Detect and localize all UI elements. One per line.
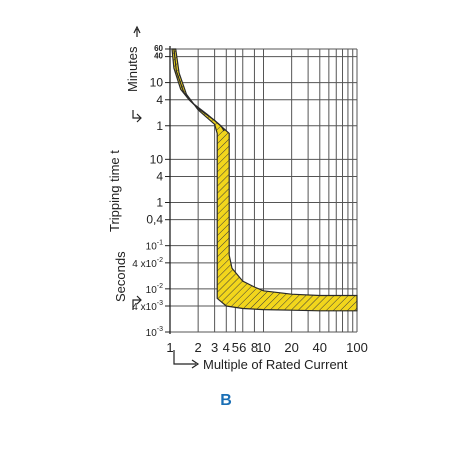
x-tick-label: 100: [346, 340, 368, 355]
x-tick-label: 10: [256, 340, 270, 355]
x-tick-label: 3: [211, 340, 218, 355]
x-tick-label: 1: [166, 340, 173, 355]
y-tick-label: 1: [156, 196, 163, 210]
characteristic-curve: [173, 48, 225, 132]
y-tick-label: 10-3: [146, 326, 163, 339]
x-axis-title: Multiple of Rated Current: [203, 357, 348, 372]
seconds-label: Seconds: [113, 251, 128, 302]
axis-labels: Multiple of Rated Current Minutes Trippi…: [107, 46, 348, 372]
x-axis-arrow: [173, 350, 200, 369]
x-tick-label: 20: [284, 340, 298, 355]
y-tick-label: 4: [156, 93, 163, 107]
figure-label: B: [220, 392, 232, 409]
tripping-band: [171, 48, 358, 312]
x-tick-label: 40: [313, 340, 327, 355]
grid: [169, 48, 358, 333]
y-tick-label: 10: [150, 152, 164, 166]
y-tick-label: 10-1: [146, 240, 163, 253]
y-tick-label: 10-2: [146, 283, 163, 296]
x-tick-label: 2: [195, 340, 202, 355]
minutes-label: Minutes: [125, 46, 140, 92]
minutes-bracket: [132, 110, 142, 123]
y-tick-label: 1: [156, 119, 163, 133]
x-tick-label: 4: [223, 340, 230, 355]
x-tick-label: 5: [232, 340, 239, 355]
y-tick-label: 40: [154, 52, 163, 61]
y-tick-label: 10: [150, 76, 164, 90]
minutes-arrow: [133, 25, 141, 37]
seconds-bracket: [132, 295, 142, 310]
y-tick-label: 60: [154, 44, 163, 53]
x-tick-label: 6: [239, 340, 246, 355]
y-tick-label: 4 x10-3: [132, 300, 163, 313]
x-tick-label: 8: [251, 340, 258, 355]
y-axis-title: Tripping time t: [107, 150, 122, 232]
y-tick-label: 4: [156, 170, 163, 184]
y-tick-label: 0,4: [146, 213, 163, 227]
y-tick-label: 4 x10-2: [132, 257, 163, 270]
